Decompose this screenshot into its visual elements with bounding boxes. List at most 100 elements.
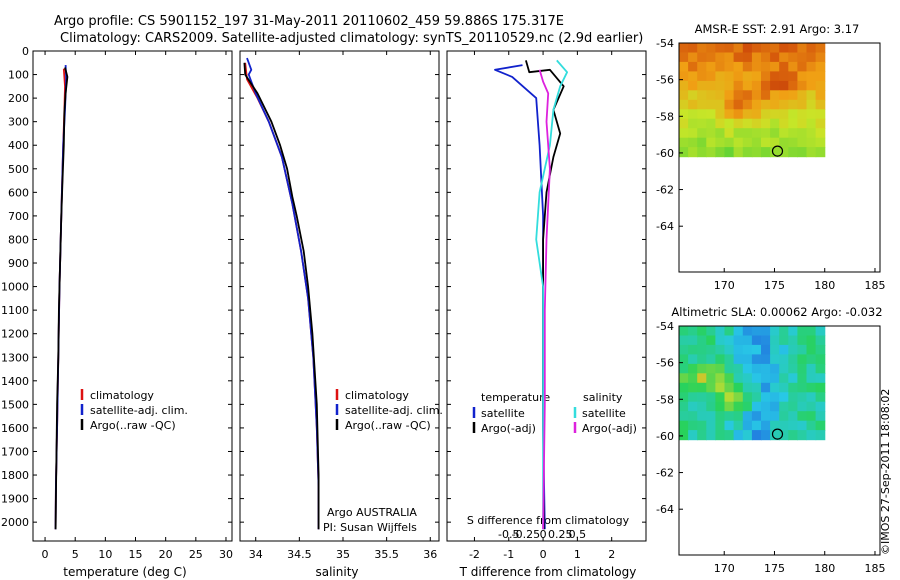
difference-xtick-label: 2 (608, 548, 615, 561)
sla-field-cell (688, 326, 698, 337)
sst-map-frame (678, 42, 881, 273)
sst-field-cell (724, 80, 735, 91)
sst-field-cell (733, 99, 744, 110)
sst-field-cell (761, 128, 771, 139)
sst-field-cell (806, 71, 817, 82)
sst-field-cell (742, 80, 753, 91)
sla-field-cell (788, 354, 798, 365)
sst-field-cell (761, 109, 771, 120)
sst-field-cell (679, 147, 689, 158)
sst-field-cell (733, 137, 744, 148)
sst-field-cell (770, 137, 780, 148)
sla-field-cell (770, 430, 780, 441)
sst-field-cell (715, 61, 726, 72)
sla-field-cell (806, 382, 817, 393)
sst-field-cell (706, 109, 716, 120)
sla-field-cell (806, 401, 817, 412)
sla-field-cell (815, 363, 826, 374)
sla-field-cell (761, 363, 771, 374)
depth-tick-label: 1300 (1, 351, 29, 364)
sla-field-cell (679, 373, 689, 384)
sst-field-cell (724, 128, 735, 139)
temperature-legend-label: climatology (90, 389, 154, 402)
sst-field-cell (815, 118, 826, 129)
depth-tick-label: 600 (8, 186, 29, 199)
sla-field-cell (724, 392, 735, 403)
difference-legend-label: satellite (481, 407, 525, 420)
sla-map-frame (678, 325, 881, 556)
sla-field-cell (688, 344, 698, 355)
sst-field-cell (779, 52, 789, 63)
sst-field-cell (806, 128, 817, 139)
sla-field-cell (697, 335, 707, 346)
sla-field-cell (779, 335, 789, 346)
sla-field-cell (679, 344, 689, 355)
sst-lon-tick-label: 180 (814, 279, 835, 292)
sst-field-cell (770, 90, 780, 101)
sst-field-cell (806, 109, 817, 120)
depth-tick-label: 100 (8, 69, 29, 82)
sst-field-cell (697, 128, 707, 139)
sst-field-cell (797, 71, 808, 82)
sst-field-cell (742, 99, 753, 110)
salinity-legend-label: climatology (345, 389, 409, 402)
sst-field-cell (770, 99, 780, 110)
sla-field-cell (715, 382, 726, 393)
sla-field-cell (724, 430, 735, 441)
sla-field-cell (806, 363, 817, 374)
sst-lon-tick-label: 170 (714, 279, 735, 292)
sla-lat-tick-label: -54 (656, 320, 674, 333)
sla-field-cell (770, 363, 780, 374)
sst-field-cell (679, 99, 689, 110)
sla-field-cell (697, 354, 707, 365)
difference-xtick-label: -1 (503, 548, 514, 561)
sla-field-cell (742, 401, 753, 412)
sla-field-cell (779, 382, 789, 393)
sst-field-cell (751, 61, 762, 72)
sst-lon-tick-label: 185 (864, 279, 885, 292)
sst-field-cell (797, 118, 808, 129)
sst-field-cell (706, 118, 716, 129)
sst-field-cell (679, 137, 689, 148)
difference-plot-frame (446, 50, 647, 542)
temperature-legend-label: satellite-adj. clim. (90, 404, 188, 417)
salinity-xtick-label: 34 (249, 548, 263, 561)
sla-field-cell (751, 363, 762, 374)
sla-field-cell (761, 382, 771, 393)
sla-field-cell (742, 373, 753, 384)
sst-field-cell (679, 118, 689, 129)
sla-field-cell (761, 430, 771, 441)
sst-field-cell (779, 61, 789, 72)
sst-field-cell (742, 43, 753, 54)
sla-field-cell (815, 420, 826, 431)
sla-field-cell (761, 392, 771, 403)
difference-top-tick-label: 0 (540, 528, 547, 541)
sla-field-cell (797, 326, 808, 337)
depth-tick-label: 400 (8, 139, 29, 152)
sst-field-cell (706, 99, 716, 110)
sst-field-cell (751, 118, 762, 129)
sst-field-cell (761, 43, 771, 54)
header-title: Argo profile: CS 5901152_197 31-May-2011… (54, 14, 564, 29)
sla-field-cell (806, 411, 817, 422)
sst-field-cell (733, 61, 744, 72)
sst-field-cell (815, 61, 826, 72)
sst-field-cell (724, 99, 735, 110)
sla-lat-tick-label: -60 (656, 430, 674, 443)
depth-tick-label: 900 (8, 257, 29, 270)
sla-field-cell (797, 411, 808, 422)
sla-field-cell (688, 401, 698, 412)
sst-field-cell (751, 52, 762, 63)
sla-field-cell (688, 354, 698, 365)
sst-field-cell (797, 99, 808, 110)
sst-field-cell (742, 71, 753, 82)
depth-tick-label: 1700 (1, 445, 29, 458)
temperature-xtick-label: 30 (219, 548, 233, 561)
difference-legend-label: Argo(-adj) (582, 422, 637, 435)
sst-field-cell (788, 52, 798, 63)
difference-xtick-label: 0 (540, 548, 547, 561)
sla-field-cell (751, 344, 762, 355)
sla-field-cell (815, 411, 826, 422)
sst-field-cell (742, 128, 753, 139)
